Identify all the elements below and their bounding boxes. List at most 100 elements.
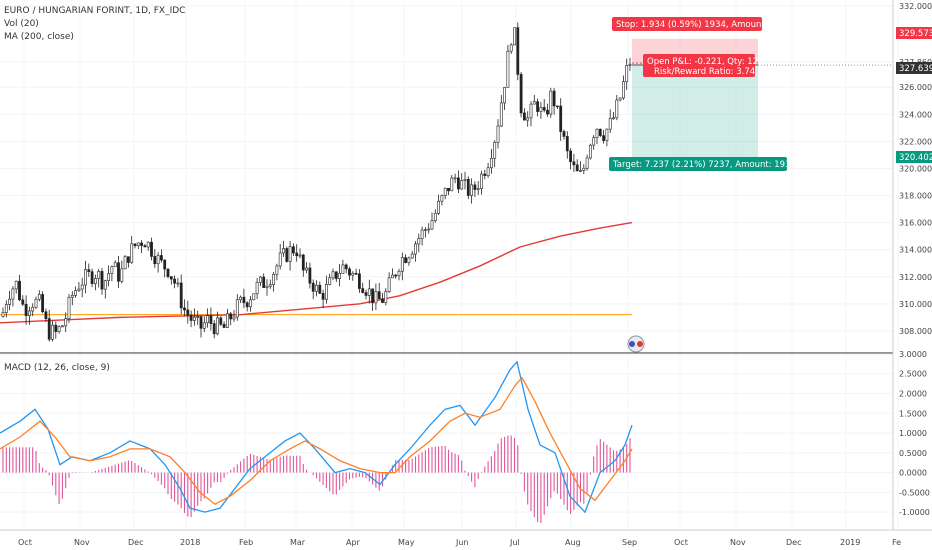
candle-body [90, 271, 94, 285]
candle-body [232, 316, 236, 320]
candle-body [150, 241, 153, 257]
candle-body [249, 299, 252, 308]
candle-body [367, 288, 371, 296]
candle-body [301, 254, 305, 271]
candle-body [193, 316, 196, 321]
candle-body [258, 276, 262, 283]
candle-body [169, 276, 173, 280]
price-tick-label: 332.000 [899, 2, 932, 11]
candle-body [588, 144, 592, 159]
candle-body [602, 135, 606, 141]
candle-body [489, 157, 493, 169]
vol-indicator-label[interactable]: Vol (20) [4, 19, 39, 29]
candle-body [305, 267, 309, 271]
candle-body [324, 284, 328, 300]
candle-body [493, 142, 497, 159]
candle-body [552, 90, 556, 107]
candle-body [612, 117, 615, 120]
price-axis[interactable]: 308.000 310.000 312.000 314.000 316.000 318.0… [899, 2, 932, 336]
time-tick-label: 2018 [180, 538, 200, 547]
svg-text:Stop: 1.934 (0.59%) 1934, Amou: Stop: 1.934 (0.59%) 1934, Amount: 750.51 [616, 20, 800, 30]
price-tick-label: 324.000 [899, 110, 932, 119]
candle-body [51, 324, 54, 340]
candle-body [377, 291, 381, 300]
open-pl-label[interactable]: Open P&L: -0.221, Qty: 129 Risk/Reward R… [643, 54, 764, 77]
candle-body [437, 200, 441, 214]
ma-indicator-label[interactable]: MA (200, close) [4, 32, 74, 42]
candle-body [67, 296, 71, 320]
candle-body [315, 284, 318, 292]
candle-body [153, 256, 157, 265]
candles [1, 22, 632, 342]
macd-tick-label: 0.5000 [899, 449, 927, 458]
candle-body [394, 274, 398, 277]
candle-body [235, 299, 239, 318]
candle-body [453, 177, 457, 180]
time-tick-label: Nov [730, 538, 746, 547]
candle-body [1, 312, 5, 317]
candle-body [229, 313, 233, 320]
candle-body [460, 180, 464, 190]
candle-body [447, 187, 450, 192]
candle-body [262, 276, 266, 288]
candle-body [199, 316, 203, 329]
candle-body [414, 243, 417, 255]
candle-body [328, 277, 332, 285]
reward-zone [632, 65, 758, 164]
target-label[interactable]: Target: 7.237 (2.21%) 7237, Amount: 1933… [609, 157, 809, 171]
candle-body [430, 220, 434, 230]
candle-body [196, 316, 200, 318]
svg-text:Risk/Reward Ratio: 3.74: Risk/Reward Ratio: 3.74 [654, 67, 755, 77]
time-tick-label: Dec [128, 538, 143, 547]
macd-indicator-label[interactable]: MACD (12, 26, close, 9) [4, 363, 110, 373]
candle-body [579, 170, 582, 172]
candle-body [420, 229, 424, 239]
candle-body [400, 257, 404, 272]
candle-body [146, 241, 150, 248]
candle-body [275, 265, 279, 275]
candle-body [173, 278, 177, 284]
candle-body [265, 285, 269, 288]
time-tick-label: Nov [74, 538, 90, 547]
candle-body [351, 272, 355, 276]
candle-body [206, 315, 210, 324]
svg-text:329.573: 329.573 [899, 29, 932, 39]
candle-body [440, 195, 444, 202]
candle-body [615, 99, 619, 119]
candle-body [202, 322, 206, 329]
time-tick-label: Feb [239, 538, 253, 547]
candle-body [364, 292, 368, 296]
candle-body [94, 278, 97, 285]
candle-body [107, 273, 111, 281]
time-tick-label: Apr [346, 538, 361, 547]
candle-body [513, 27, 516, 46]
candle-body [166, 268, 170, 277]
candle-body [74, 290, 78, 296]
candle-body [163, 259, 167, 270]
time-axis[interactable]: Oct Nov Dec 2018 Feb Mar Apr May Jun Jul Aug Sep Oct… [18, 538, 901, 547]
macd-axis[interactable]: 3.0000 2.5000 2.0000 1.5000 1.0000 0.5000 0.00… [899, 350, 930, 517]
candle-body [278, 252, 282, 267]
candle-body [176, 282, 180, 285]
time-tick-label: May [398, 538, 415, 547]
stop-label[interactable]: Stop: 1.934 (0.59%) 1934, Amount: 750.51 [612, 17, 800, 31]
macd-tick-label: 1.0000 [899, 429, 927, 438]
price-tick-label: 316.000 [899, 219, 932, 228]
candle-body [44, 311, 48, 319]
candle-body [470, 184, 474, 196]
candle-body [526, 117, 530, 121]
candle-body [331, 271, 335, 279]
candle-body [374, 291, 378, 304]
candle-body [625, 65, 629, 82]
candle-body [252, 293, 256, 301]
candle-body [539, 107, 543, 112]
candle-body [381, 298, 384, 303]
svg-text:320.402: 320.402 [899, 153, 932, 163]
macd-tick-label: 2.5000 [899, 370, 927, 379]
symbol-title[interactable]: EURO / HUNGARIAN FORINT, 1D, FX_IDC [4, 6, 185, 16]
candle-body [272, 273, 276, 286]
time-tick-label: Sep [622, 538, 637, 547]
candle-body [87, 269, 91, 272]
macd-tick-label: 0.0000 [899, 469, 927, 478]
